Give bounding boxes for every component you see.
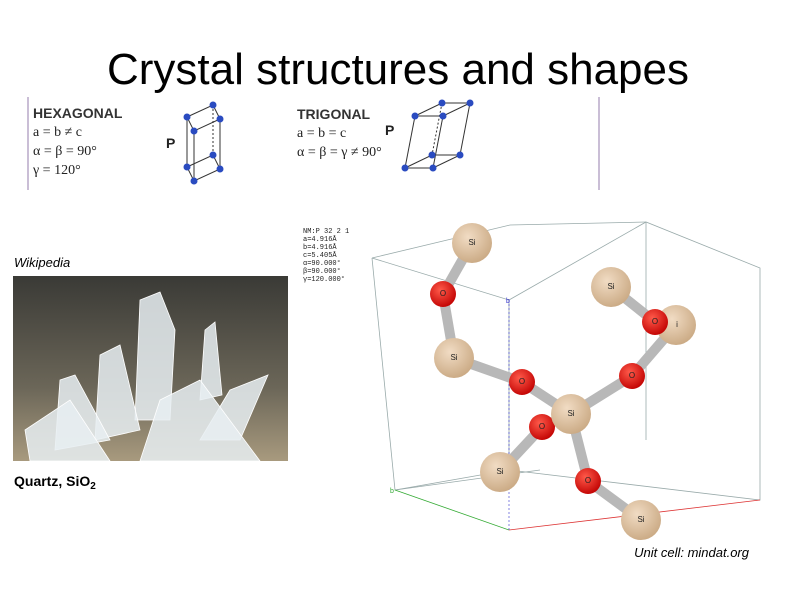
cell-info: β=90.000°	[303, 267, 341, 276]
lattice-label: P	[385, 122, 394, 138]
atom-label: Si	[496, 467, 503, 476]
lattice-label: P	[166, 135, 175, 151]
system-name: HEXAGONAL	[33, 105, 123, 121]
system-name: TRIGONAL	[297, 106, 371, 122]
system-param: γ = 120°	[32, 163, 81, 178]
system-param: α = β = γ ≠ 90°	[297, 145, 382, 160]
atom-label: i	[676, 320, 678, 329]
cell-info: a=4.916Å	[303, 235, 337, 244]
lattice-points	[401, 99, 474, 172]
axis-label: b	[506, 298, 510, 305]
title: Crystal structures and shapes	[107, 45, 689, 94]
caption-subscript: 2	[90, 481, 96, 492]
structure-credit: Unit cell: mindat.org	[634, 545, 750, 560]
atom-label: O	[629, 371, 635, 380]
photo-credit: Wikipedia	[14, 255, 70, 270]
axis-label: b	[390, 488, 394, 495]
atom-label: Si	[607, 282, 614, 291]
quartz-photo	[13, 276, 288, 462]
atom-label: O	[519, 377, 525, 386]
system-param: a = b ≠ c	[33, 125, 82, 140]
unit-cell: b b NM:P 32 2 1 a=4.916Å b=4.916Å c=5.40…	[300, 221, 777, 544]
atom-label: O	[585, 476, 591, 485]
atoms: Si O Si i O Si O O O Si Si O Si	[430, 223, 696, 540]
system-param: α = β = 90°	[33, 144, 97, 159]
atom-label: O	[539, 422, 545, 431]
crystal-systems: HEXAGONAL a = b ≠ c α = β = 90° γ = 120°…	[27, 97, 600, 190]
photo-caption: Quartz, SiO2	[14, 473, 96, 492]
atom-label: Si	[468, 238, 475, 247]
system-param: a = b = c	[297, 126, 346, 141]
hexagonal-cell	[186, 104, 221, 182]
atom-label: Si	[567, 409, 574, 418]
cell-info: b=4.916Å	[303, 243, 337, 252]
caption-text: Quartz, SiO	[14, 473, 90, 489]
atom-label: Si	[450, 353, 457, 362]
cell-info: γ=120.000°	[303, 275, 345, 284]
atom-label: Si	[637, 515, 644, 524]
cell-info: c=5.405Å	[303, 251, 337, 260]
atom-label: O	[440, 289, 446, 298]
cell-info: α=90.000°	[303, 259, 341, 268]
cell-info: NM:P 32 2 1	[303, 228, 349, 236]
lattice-points	[183, 101, 224, 185]
atom-label: O	[652, 317, 658, 326]
trigonal-cell	[404, 102, 471, 169]
